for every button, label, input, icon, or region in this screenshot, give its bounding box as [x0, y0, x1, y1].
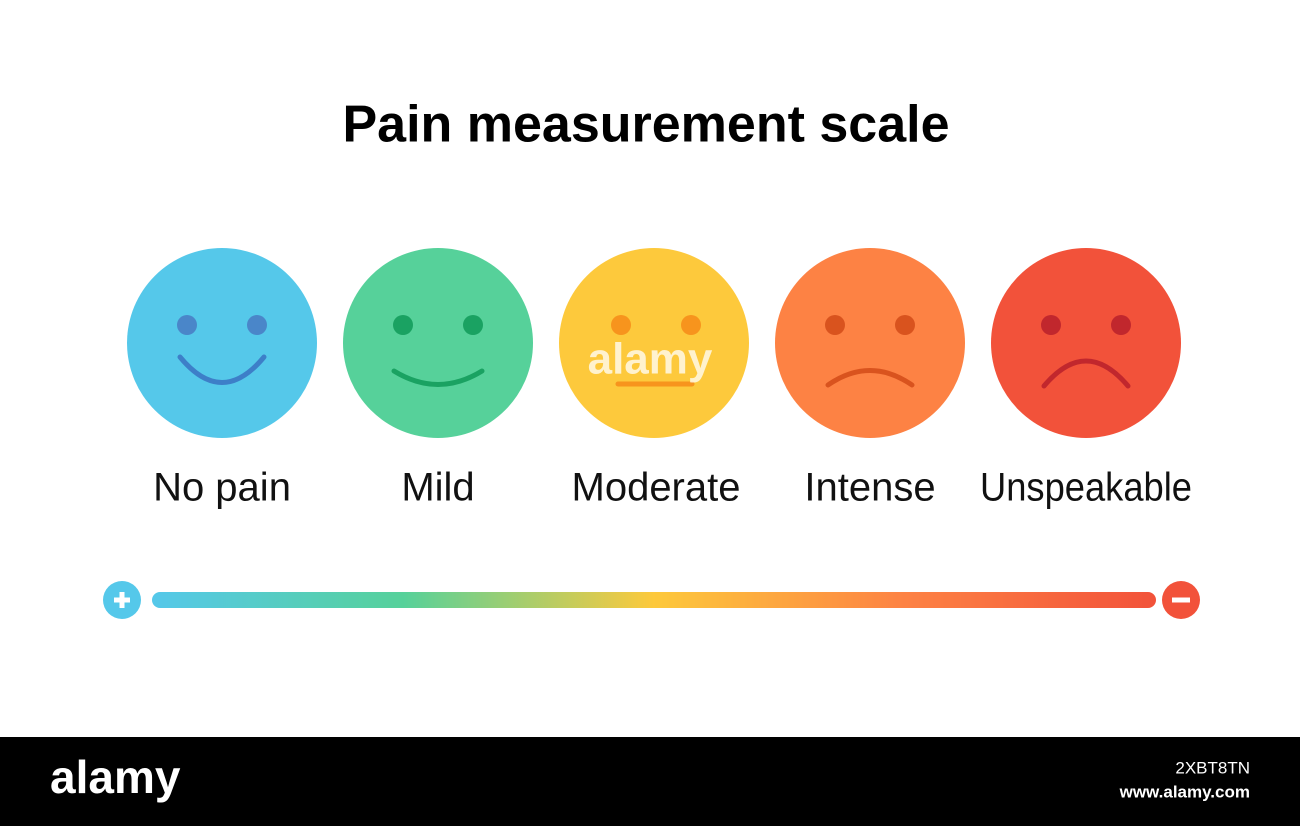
face	[127, 248, 317, 438]
eye	[611, 315, 631, 335]
footer-id: 2XBT8TN	[1175, 758, 1250, 777]
eye	[1111, 315, 1131, 335]
face-label: Unspeakable	[980, 466, 1192, 510]
face	[991, 248, 1181, 438]
face-label: No pain	[153, 466, 291, 510]
footer-url: www.alamy.com	[1119, 782, 1250, 801]
minus-icon	[1162, 581, 1200, 619]
eye	[393, 315, 413, 335]
face	[343, 248, 533, 438]
face-intense	[775, 248, 965, 438]
mouth	[177, 354, 267, 385]
face-unspeakable	[991, 248, 1181, 438]
plus-icon	[103, 581, 141, 619]
mouth	[825, 368, 915, 388]
mouth	[1041, 358, 1131, 389]
title: Pain measurement scale	[343, 96, 950, 154]
plus-sign	[114, 592, 130, 608]
face	[559, 248, 749, 438]
footer-bar	[0, 737, 1300, 826]
labels: No pain Mild Moderate Intense Unspeakabl…	[153, 466, 1192, 510]
face-label: Mild	[401, 466, 474, 510]
eye	[681, 315, 701, 335]
face-moderate: alamy	[559, 248, 749, 438]
eye	[247, 315, 267, 335]
watermark: alamy	[588, 335, 713, 384]
eye	[1041, 315, 1061, 335]
face	[775, 248, 965, 438]
face-no-pain	[127, 248, 317, 438]
eye	[463, 315, 483, 335]
eye	[825, 315, 845, 335]
mouth	[391, 368, 485, 387]
face-label: Moderate	[572, 466, 741, 510]
scale-bar	[152, 592, 1156, 608]
footer-brand: alamy	[50, 751, 181, 803]
face-label: Intense	[804, 466, 935, 510]
eye	[895, 315, 915, 335]
face-mild	[343, 248, 533, 438]
eye	[177, 315, 197, 335]
